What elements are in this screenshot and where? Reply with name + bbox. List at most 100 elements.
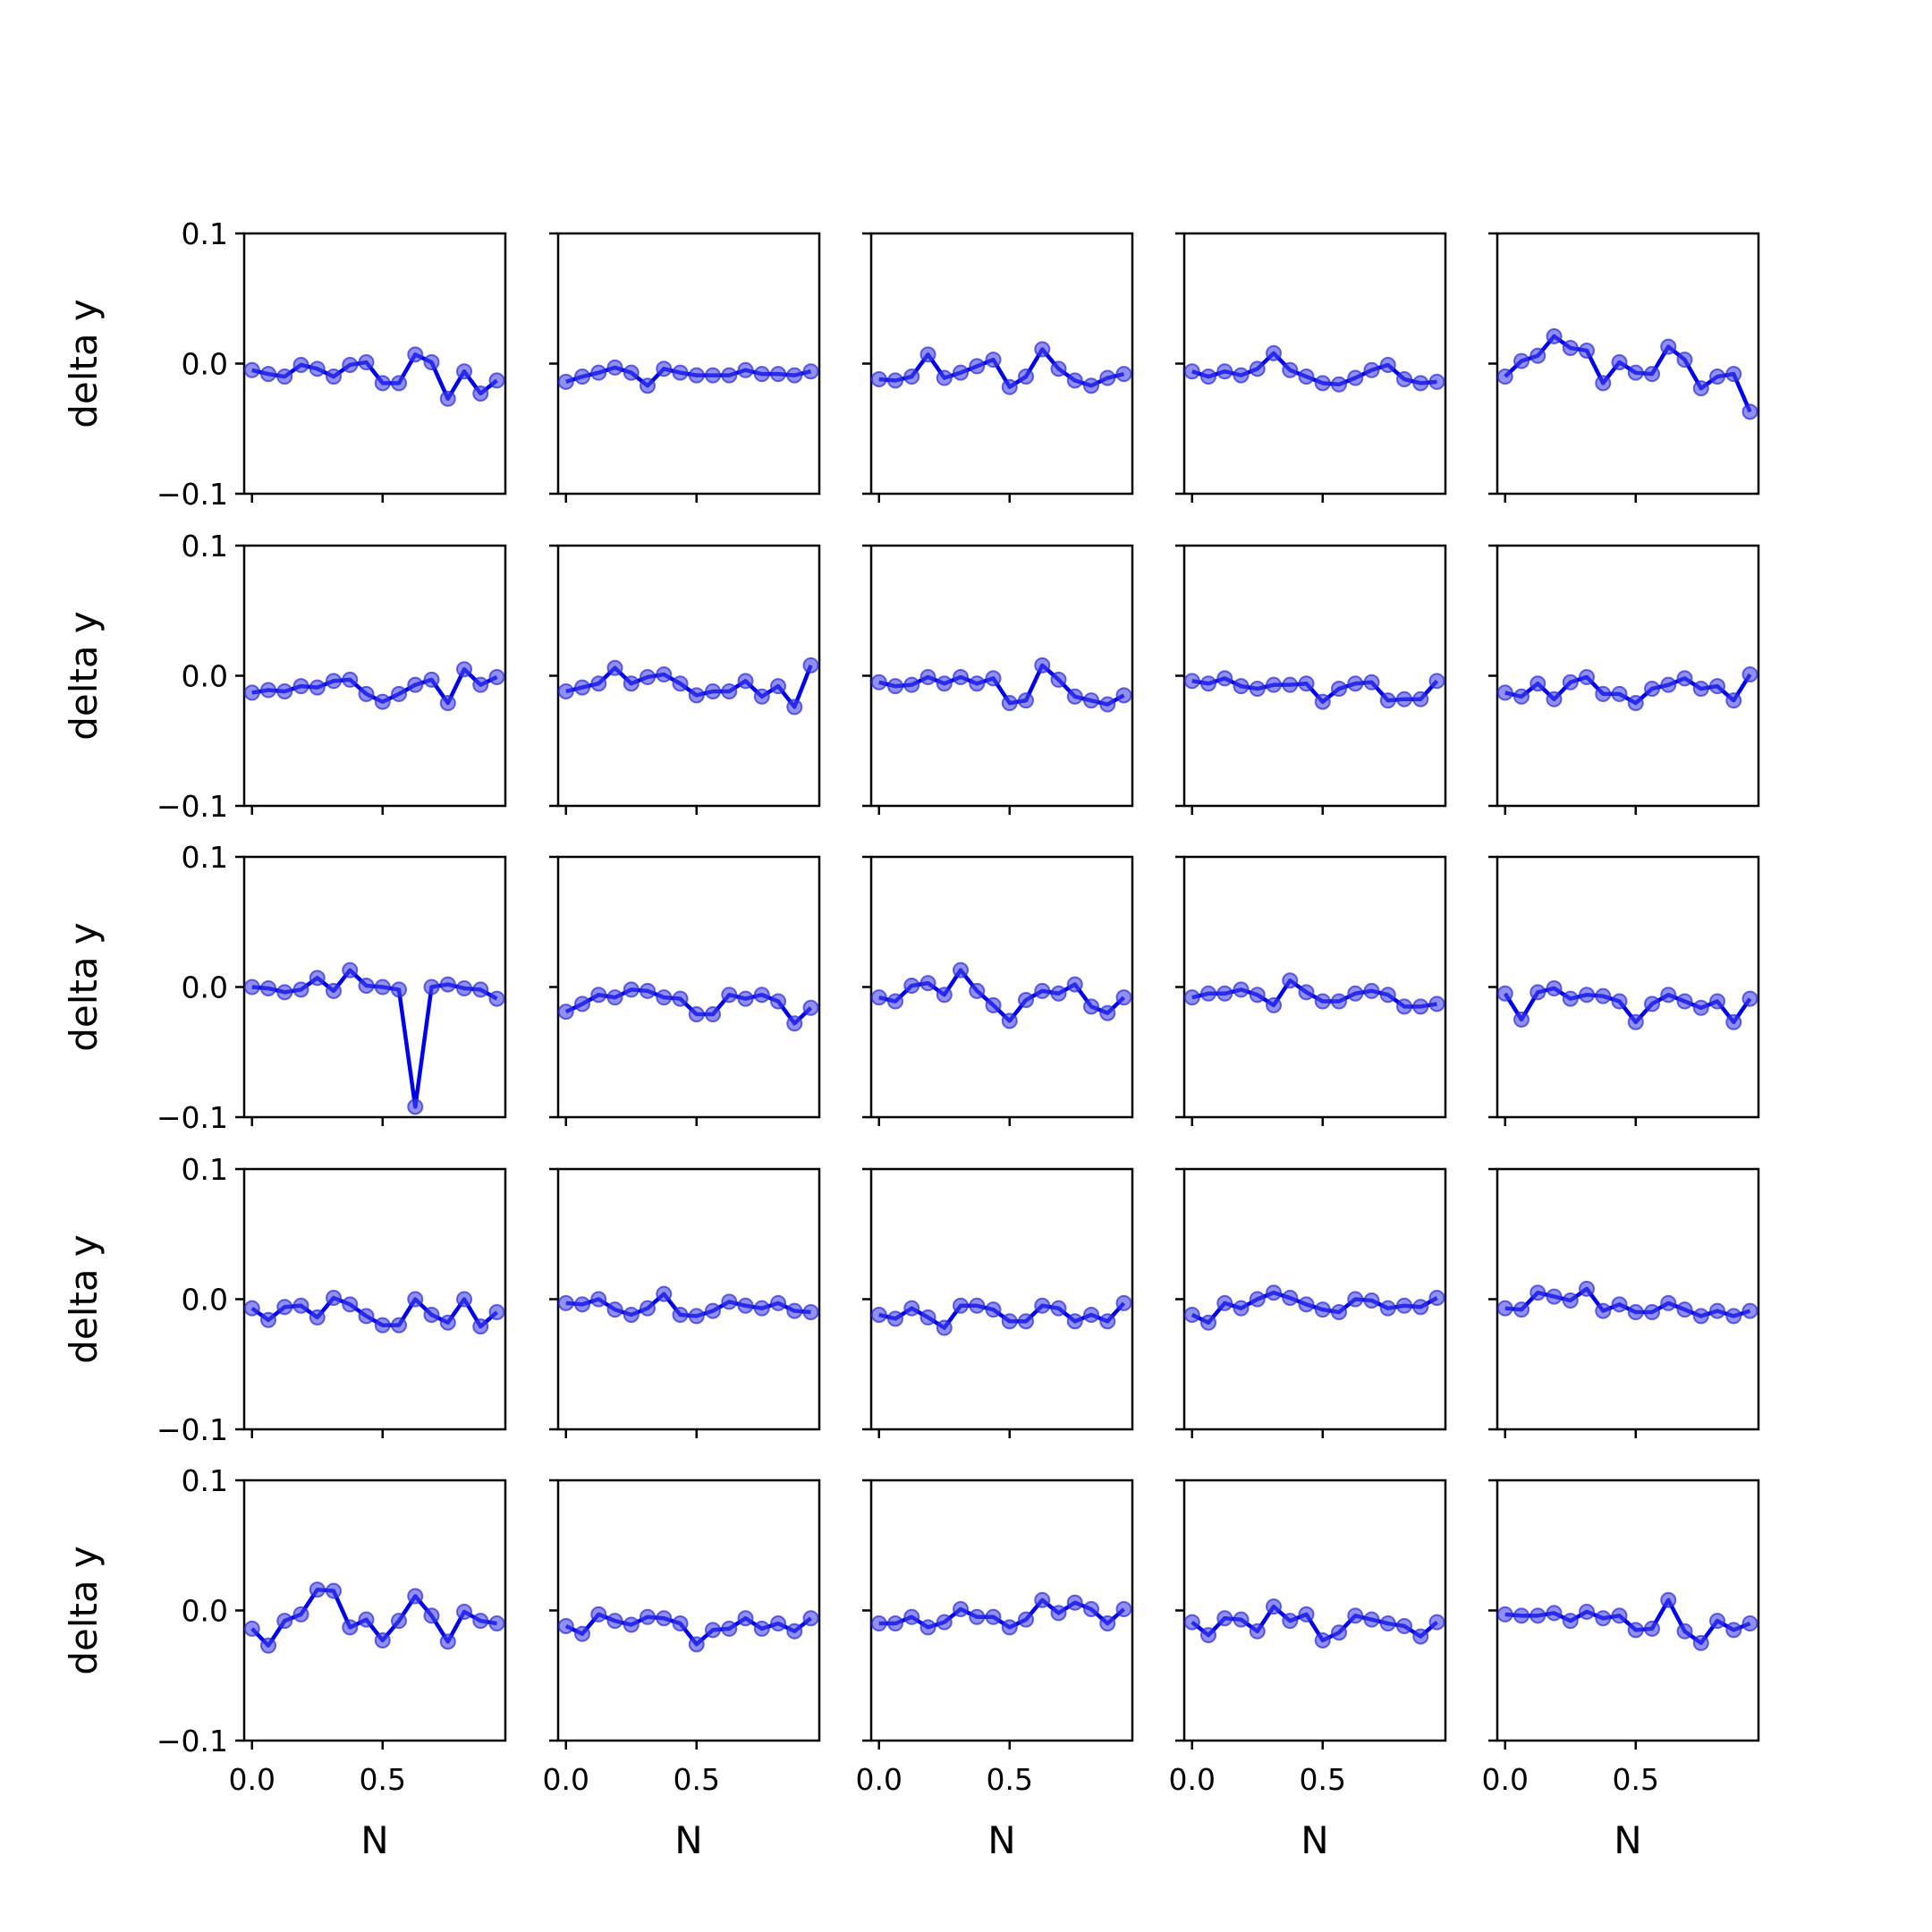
series-line — [250, 1587, 497, 1648]
data-point — [705, 367, 722, 384]
data-point — [439, 976, 456, 993]
data-point — [953, 364, 970, 381]
data-point — [358, 1308, 375, 1325]
data-point — [1513, 1011, 1530, 1028]
series-line — [1191, 351, 1437, 387]
series-line — [1504, 1597, 1751, 1646]
data-point — [606, 659, 623, 676]
y-tick-label: 0.0 — [182, 1594, 228, 1629]
data-point — [1216, 1294, 1233, 1311]
data-point — [1183, 673, 1200, 690]
y-axis-label: delta y — [62, 1546, 106, 1675]
data-point — [1050, 360, 1067, 377]
data-point — [1249, 681, 1266, 698]
data-point — [753, 366, 770, 383]
data-point — [374, 1631, 391, 1648]
data-point — [672, 1306, 689, 1323]
data-point — [721, 682, 738, 699]
data-point — [1347, 1291, 1364, 1308]
data-point — [770, 1294, 787, 1311]
data-point — [557, 682, 574, 699]
data-point — [326, 982, 343, 999]
data-point — [1546, 691, 1563, 708]
data-point — [1050, 671, 1067, 688]
data-point — [574, 679, 591, 696]
data-point — [260, 682, 277, 699]
data-point — [802, 657, 819, 674]
data-point — [1530, 347, 1546, 364]
x-tick-label: 0.0 — [229, 1762, 275, 1797]
data-point — [1513, 688, 1530, 705]
y-tick-label: 0.0 — [182, 1283, 228, 1318]
series-line — [1504, 673, 1752, 706]
data-point — [786, 1015, 803, 1032]
data-point — [260, 979, 277, 996]
data-point — [887, 678, 904, 695]
data-point — [1115, 687, 1132, 704]
data-point — [488, 990, 505, 1007]
data-point — [1282, 1613, 1299, 1630]
data-point — [688, 1636, 705, 1653]
data-point — [1331, 376, 1348, 393]
x-tick-label: 0.5 — [674, 1762, 720, 1797]
data-point — [1266, 996, 1283, 1013]
data-point — [309, 970, 326, 987]
data-point — [1233, 367, 1250, 384]
data-point — [358, 354, 375, 371]
data-point — [1331, 681, 1348, 698]
data-point — [472, 1613, 489, 1630]
data-point — [903, 676, 920, 693]
series-line — [878, 1301, 1126, 1330]
data-point — [1018, 369, 1035, 386]
data-point — [919, 668, 936, 685]
data-point — [1513, 1301, 1530, 1318]
data-point — [472, 676, 489, 693]
data-point — [919, 346, 936, 363]
data-point — [1066, 372, 1083, 389]
data-point — [488, 1304, 505, 1321]
data-point — [1412, 1299, 1429, 1316]
series-line — [878, 347, 1125, 389]
data-point — [919, 975, 936, 992]
data-point — [802, 1610, 819, 1627]
data-point — [456, 661, 473, 678]
data-point — [1579, 668, 1596, 685]
data-point — [1725, 1013, 1742, 1030]
data-point — [276, 682, 293, 699]
data-point — [423, 979, 440, 996]
series-line — [1191, 978, 1437, 1009]
data-point — [1676, 352, 1693, 369]
data-point — [1412, 998, 1429, 1015]
data-point — [919, 1309, 936, 1326]
x-tick-label: 0.5 — [1300, 1762, 1346, 1797]
data-point — [802, 1304, 819, 1321]
panel-frame — [242, 232, 507, 496]
data-point — [969, 1297, 986, 1314]
data-point — [276, 1613, 293, 1630]
data-point — [640, 982, 657, 999]
x-tick-label: 0.0 — [856, 1762, 902, 1797]
data-point — [1530, 1607, 1546, 1624]
data-point — [1513, 1607, 1530, 1624]
data-point — [590, 364, 607, 381]
data-point — [1379, 987, 1396, 1004]
data-point — [1363, 1611, 1380, 1628]
data-point — [1627, 695, 1644, 712]
panel-frame — [869, 232, 1134, 496]
data-point — [936, 1319, 953, 1336]
data-point — [1595, 685, 1612, 702]
data-point — [919, 1619, 936, 1636]
y-tick-label: −0.1 — [157, 1724, 228, 1758]
data-point — [1233, 1300, 1250, 1317]
data-point — [574, 1296, 591, 1313]
data-point — [1627, 1304, 1644, 1321]
data-point — [1363, 1292, 1380, 1309]
data-point — [737, 1610, 754, 1627]
series-line — [878, 663, 1125, 707]
data-point — [342, 356, 359, 373]
x-axis-label: N — [987, 1818, 1015, 1862]
x-tick-label: 0.5 — [987, 1762, 1033, 1797]
data-point — [326, 1582, 343, 1599]
data-point — [721, 367, 738, 384]
y-tick-label: 0.1 — [182, 529, 228, 564]
